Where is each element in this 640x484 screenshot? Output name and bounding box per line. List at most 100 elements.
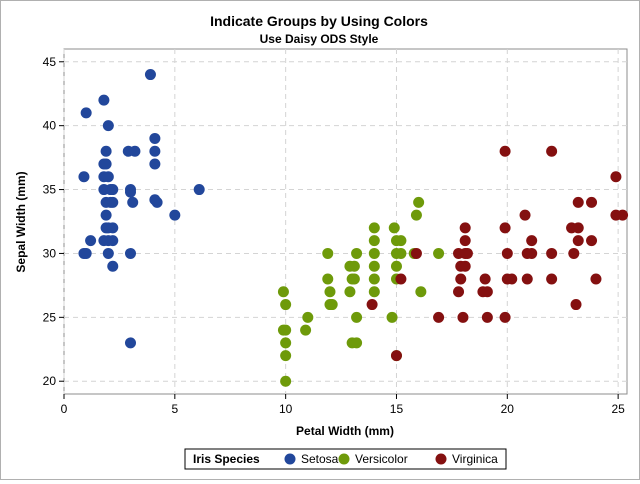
data-point-setosa (102, 171, 114, 183)
data-point-virginica (568, 247, 580, 259)
data-point-virginica (572, 222, 584, 234)
data-point-versicolor (415, 286, 427, 298)
data-point-virginica (506, 273, 518, 285)
y-tick-label: 35 (43, 183, 57, 197)
axis-ticks: 0 5 10 15 20 25 20 25 30 35 40 45 (43, 55, 625, 416)
data-point-setosa (129, 145, 141, 157)
data-point-versicolor (410, 209, 422, 221)
data-point-virginica (395, 273, 407, 285)
data-point-versicolor (277, 286, 289, 298)
grid-lines (63, 49, 627, 394)
data-point-versicolor (395, 247, 407, 259)
data-point-versicolor (388, 222, 400, 234)
data-point-versicolor (302, 311, 314, 323)
legend-label-versicolor: Versicolor (355, 452, 408, 466)
data-point-setosa (149, 145, 161, 157)
data-point-versicolor (433, 247, 445, 259)
y-tick-label: 30 (43, 246, 57, 260)
data-point-virginica (572, 235, 584, 247)
x-tick-label: 10 (279, 402, 293, 416)
data-point-virginica (546, 247, 558, 259)
y-axis-label: Sepal Width (mm) (14, 171, 28, 272)
x-axis-label: Petal Width (mm) (296, 424, 394, 438)
data-point-versicolor (395, 235, 407, 247)
legend-marker-virginica (435, 453, 447, 465)
data-point-setosa (107, 222, 119, 234)
data-point-versicolor (322, 273, 334, 285)
data-point-versicolor (348, 273, 360, 285)
data-point-virginica (501, 247, 513, 259)
data-point-virginica (453, 286, 465, 298)
data-point-versicolor (351, 247, 363, 259)
data-point-setosa (149, 158, 161, 170)
data-point-setosa (85, 235, 97, 247)
data-point-setosa (144, 69, 156, 81)
data-point-versicolor (280, 337, 292, 349)
data-point-versicolor (351, 337, 363, 349)
legend-marker-setosa (284, 453, 296, 465)
x-tick-label: 15 (390, 402, 404, 416)
data-point-setosa (127, 196, 139, 208)
data-point-virginica (459, 222, 471, 234)
data-point-versicolor (280, 324, 292, 336)
data-point-setosa (102, 120, 114, 132)
data-point-setosa (107, 184, 119, 196)
plot-area (63, 48, 628, 395)
data-point-versicolor (280, 350, 292, 362)
data-point-virginica (572, 196, 584, 208)
data-point-versicolor (324, 286, 336, 298)
data-point-setosa (124, 186, 136, 198)
data-point-versicolor (326, 299, 338, 311)
data-point-setosa (149, 194, 161, 206)
x-tick-label: 25 (611, 402, 625, 416)
data-point-setosa (124, 247, 136, 259)
y-tick-label: 20 (43, 374, 57, 388)
legend-items: Setosa Versicolor Virginica (284, 452, 498, 466)
data-point-virginica (526, 235, 538, 247)
x-tick-label: 0 (61, 402, 68, 416)
data-point-versicolor (368, 222, 380, 234)
data-point-versicolor (390, 260, 402, 272)
data-points (78, 69, 629, 387)
data-point-setosa (107, 235, 119, 247)
data-point-setosa (100, 158, 112, 170)
data-point-versicolor (413, 196, 425, 208)
data-point-virginica (519, 209, 531, 221)
y-tick-label: 40 (43, 119, 57, 133)
data-point-setosa (100, 145, 112, 157)
data-point-virginica (499, 145, 511, 157)
data-point-versicolor (280, 375, 292, 387)
data-point-virginica (499, 222, 511, 234)
data-point-virginica (433, 311, 445, 323)
series-setosa (78, 69, 205, 349)
data-point-versicolor (368, 260, 380, 272)
data-point-versicolor (386, 311, 398, 323)
data-point-setosa (80, 247, 92, 259)
chart-title: Indicate Groups by Using Colors (210, 13, 428, 29)
data-point-setosa (80, 107, 92, 119)
data-point-virginica (479, 273, 491, 285)
data-point-virginica (457, 311, 469, 323)
data-point-virginica (459, 235, 471, 247)
data-point-setosa (149, 132, 161, 144)
legend: Iris Species Setosa Versicolor Virginica (184, 448, 507, 470)
data-point-setosa (78, 171, 90, 183)
data-point-virginica (546, 145, 558, 157)
x-tick-label: 20 (501, 402, 515, 416)
data-point-setosa (107, 196, 119, 208)
data-point-virginica (610, 171, 622, 183)
data-point-virginica (481, 311, 493, 323)
data-point-virginica (461, 247, 473, 259)
legend-title: Iris Species (193, 452, 260, 466)
data-point-versicolor (351, 311, 363, 323)
data-point-virginica (410, 247, 422, 259)
data-point-versicolor (322, 247, 334, 259)
data-point-virginica (521, 247, 533, 259)
data-point-virginica (459, 260, 471, 272)
data-point-setosa (100, 209, 112, 221)
data-point-virginica (586, 196, 598, 208)
y-tick-label: 25 (43, 310, 57, 324)
legend-label-virginica: Virginica (452, 452, 498, 466)
series-versicolor (277, 196, 445, 387)
